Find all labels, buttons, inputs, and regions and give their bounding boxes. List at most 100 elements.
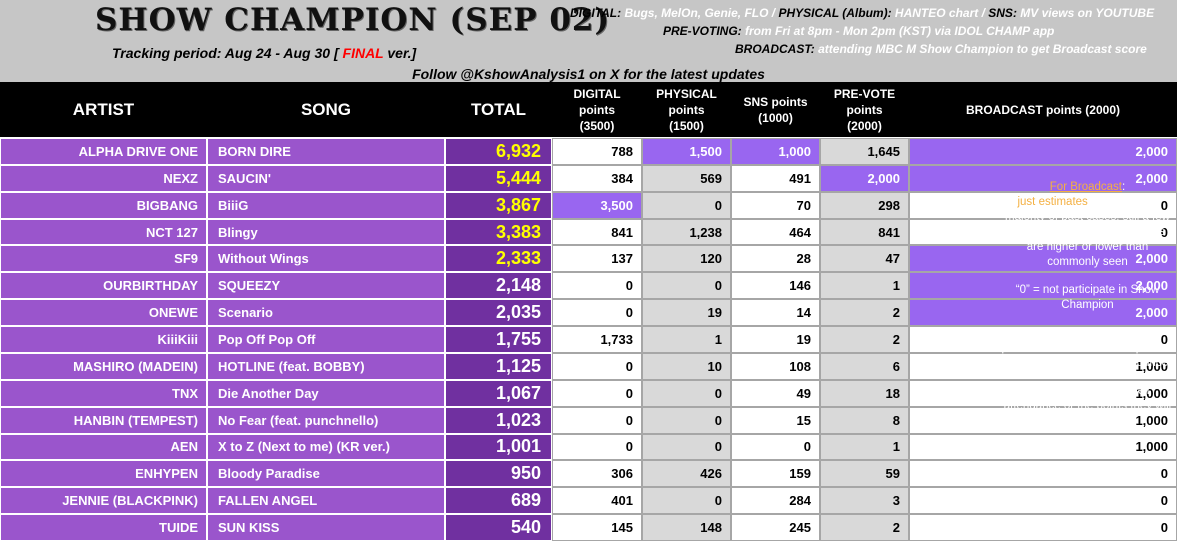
note-part: “0” = not participate in Show Champion [1015, 284, 1160, 311]
points-cell: 49 [731, 379, 820, 407]
song-cell: Pop Off Pop Off [207, 326, 445, 353]
points-cell: 284 [731, 487, 820, 515]
song-cell: No Fear (feat. punchnello) [207, 406, 445, 434]
title: SHOW CHAMPION (SEP 02) [95, 2, 611, 38]
points-cell: 1,238 [642, 218, 731, 246]
points-cell: 1,000 [731, 138, 820, 165]
song-cell: Bloody Paradise [207, 460, 445, 488]
song-cell: SQUEEZY [207, 272, 445, 300]
artist-cell: ALPHA DRIVE ONE [0, 138, 207, 165]
total-cell: 1,067 [445, 379, 552, 407]
broadcast-note: For Broadcast: just estimates based on th… [1000, 180, 1175, 442]
column-header-line: points [668, 102, 705, 117]
column-header-line: PRE-VOTE [833, 86, 896, 101]
total-cell: 1,023 [445, 406, 552, 434]
points-cell: 28 [731, 245, 820, 273]
points-cell: 1,000 [909, 352, 1177, 380]
total-cell: 950 [445, 460, 552, 488]
points-cell: 788 [552, 138, 642, 165]
header-band [0, 0, 1177, 82]
source-part: attending MBC M Show Champion to get Bro… [814, 42, 1147, 56]
column-header-line: BROADCAST points (2000) [965, 102, 1120, 117]
column-header-line: TOTAL [470, 99, 527, 119]
points-cell: 491 [731, 164, 820, 192]
points-cell: 0 [909, 487, 1177, 515]
total-cell: 3,383 [445, 218, 552, 246]
source-part: PHYSICAL (Album): [778, 6, 892, 20]
points-cell: 384 [552, 164, 642, 192]
total-cell: 1,125 [445, 352, 552, 380]
points-cell: 2,000 [909, 138, 1177, 165]
song-cell: BiiiG [207, 191, 445, 219]
points-cell: 841 [820, 218, 909, 246]
points-cell: 1,000 [909, 406, 1177, 434]
column-header-line: PHYSICAL [656, 86, 717, 101]
column-header: ARTIST [0, 82, 207, 138]
points-cell: 59 [820, 460, 909, 488]
total-cell: 1,001 [445, 433, 552, 461]
note-part: “?” = not sure about their attendance or… [1003, 385, 1172, 427]
column-header-line: (3500) [579, 118, 615, 133]
source-line: BROADCAST: attending MBC M Show Champion… [735, 42, 1147, 56]
points-cell: 2 [820, 299, 909, 327]
artist-cell: HANBIN (TEMPEST) [0, 406, 207, 434]
points-cell: 70 [731, 191, 820, 219]
points-cell: 120 [642, 245, 731, 273]
points-cell: 146 [731, 272, 820, 300]
column-header-line: (1500) [669, 118, 704, 133]
source-line: DIGITAL: Bugs, MelOn, Genie, FLO / PHYSI… [570, 6, 1154, 20]
column-header: DIGITAL points (3500) [552, 82, 642, 138]
points-cell: 0 [642, 191, 731, 219]
artist-cell: MASHIRO (MADEIN) [0, 352, 207, 380]
points-cell: 2,000 [820, 164, 909, 192]
total-cell: 5,444 [445, 164, 552, 192]
artist-cell: AEN [0, 433, 207, 461]
song-cell: Die Another Day [207, 379, 445, 407]
column-header-line: SONG [300, 99, 352, 119]
source-part: MV views on YOUTUBE [1016, 6, 1155, 20]
artist-cell: TUIDE [0, 514, 207, 541]
total-cell: 2,333 [445, 245, 552, 273]
points-cell: 2,000 [909, 164, 1177, 192]
points-cell: 0 [642, 433, 731, 461]
total-cell: 6,932 [445, 138, 552, 165]
artist-cell: ENHYPEN [0, 460, 207, 488]
points-cell: 0 [909, 514, 1177, 541]
points-cell: 841 [552, 218, 642, 246]
points-cell: 1,733 [552, 326, 642, 353]
column-header: PHYSICAL points (1500) [642, 82, 731, 138]
song-cell: SUN KISS [207, 514, 445, 541]
points-cell: 145 [552, 514, 642, 541]
column-header-line: (2000) [847, 118, 882, 133]
points-cell: 0 [642, 406, 731, 434]
points-cell: 137 [552, 245, 642, 273]
points-cell: 2 [820, 514, 909, 541]
points-cell: 148 [642, 514, 731, 541]
artist-cell: KiiiKiii [0, 326, 207, 353]
artist-cell: NCT 127 [0, 218, 207, 246]
points-cell: 2,000 [909, 245, 1177, 273]
total-cell: 3,867 [445, 191, 552, 219]
song-cell: Scenario [207, 299, 445, 327]
points-cell: 245 [731, 514, 820, 541]
note-paragraph: “0” = not participate in Show Champion [1000, 283, 1175, 313]
points-cell: 10 [642, 352, 731, 380]
points-cell: 0 [552, 379, 642, 407]
column-header-line: SNS points [743, 94, 808, 109]
source-part: Bugs, MelOn, Genie, FLO / [621, 6, 779, 20]
points-cell: 19 [731, 326, 820, 353]
points-cell: 18 [820, 379, 909, 407]
tracking-part: Tracking period: Aug 24 - Aug 30 [ [112, 45, 343, 61]
total-cell: 2,148 [445, 272, 552, 300]
points-cell: 569 [642, 164, 731, 192]
tracking-part: ver.] [383, 45, 417, 61]
artist-cell: JENNIE (BLACKPINK) [0, 487, 207, 515]
points-cell: 401 [552, 487, 642, 515]
points-cell: 0 [552, 406, 642, 434]
points-cell: 298 [820, 191, 909, 219]
song-cell: X to Z (Next to me) (KR ver.) [207, 433, 445, 461]
column-header-line: ARTIST [72, 99, 135, 119]
column-header: PRE-VOTE points (2000) [820, 82, 909, 138]
song-cell: SAUCIN' [207, 164, 445, 192]
